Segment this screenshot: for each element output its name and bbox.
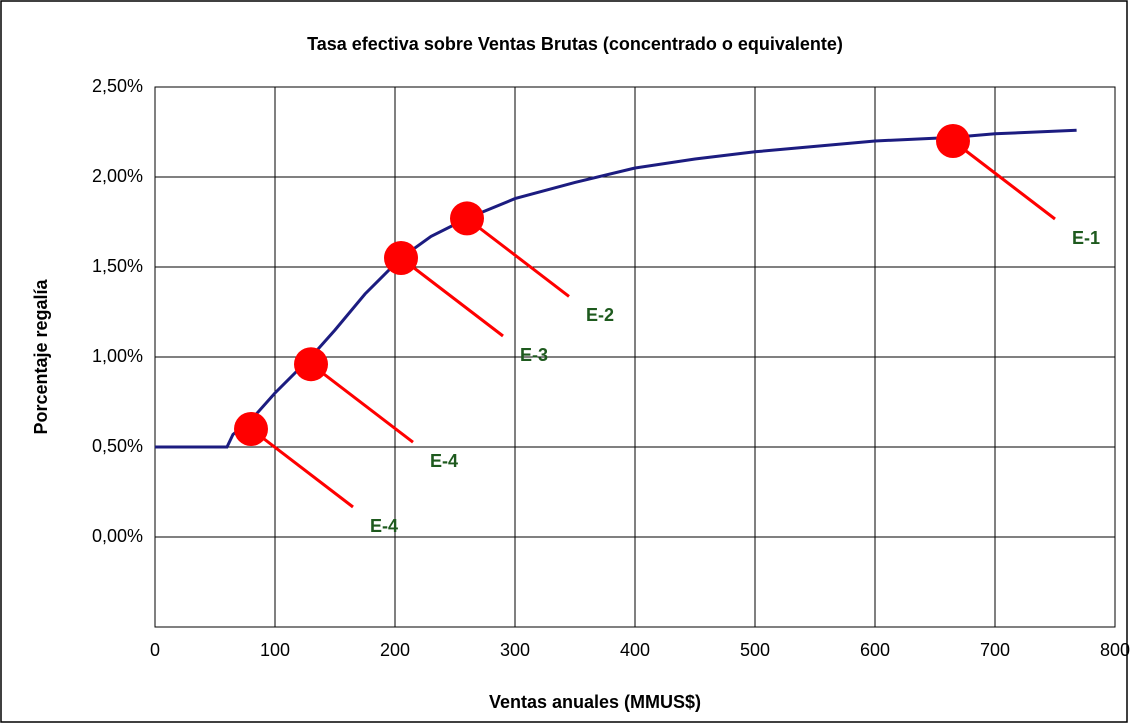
- point-marker: [294, 347, 328, 382]
- x-tick-label: 800: [1100, 640, 1130, 660]
- point-label: E-3: [520, 345, 548, 365]
- x-tick-label: 300: [500, 640, 530, 660]
- y-tick-label: 2,00%: [92, 166, 143, 186]
- point-marker: [234, 412, 268, 446]
- y-tick-label: 2,50%: [92, 76, 143, 96]
- y-axis-title: Porcentaje regalía: [31, 278, 51, 434]
- x-tick-label: 700: [980, 640, 1010, 660]
- leader-line: [952, 139, 1056, 221]
- point-marker: [384, 241, 418, 275]
- x-tick-label: 100: [260, 640, 290, 660]
- point-label: E-4: [370, 516, 398, 536]
- y-tick-label: 1,00%: [92, 346, 143, 366]
- x-tick-label: 200: [380, 640, 410, 660]
- x-tick-label: 0: [150, 640, 160, 660]
- point-label: E-4: [430, 451, 458, 471]
- leader-line: [250, 427, 354, 509]
- point-marker: [936, 124, 970, 158]
- leader-line: [466, 217, 570, 298]
- chart-title: Tasa efectiva sobre Ventas Brutas (conce…: [307, 34, 843, 54]
- x-axis-title: Ventas anuales (MMUS$): [489, 692, 701, 712]
- point-marker: [450, 201, 484, 236]
- x-tick-label: 500: [740, 640, 770, 660]
- y-tick-label: 1,50%: [92, 256, 143, 276]
- x-tick-label: 400: [620, 640, 650, 660]
- x-tick-label: 600: [860, 640, 890, 660]
- y-tick-label: 0,00%: [92, 526, 143, 546]
- leader-line: [310, 363, 414, 444]
- y-tick-label: 0,50%: [92, 436, 143, 456]
- leader-line: [400, 256, 504, 338]
- point-label: E-1: [1072, 228, 1100, 248]
- point-label: E-2: [586, 305, 614, 325]
